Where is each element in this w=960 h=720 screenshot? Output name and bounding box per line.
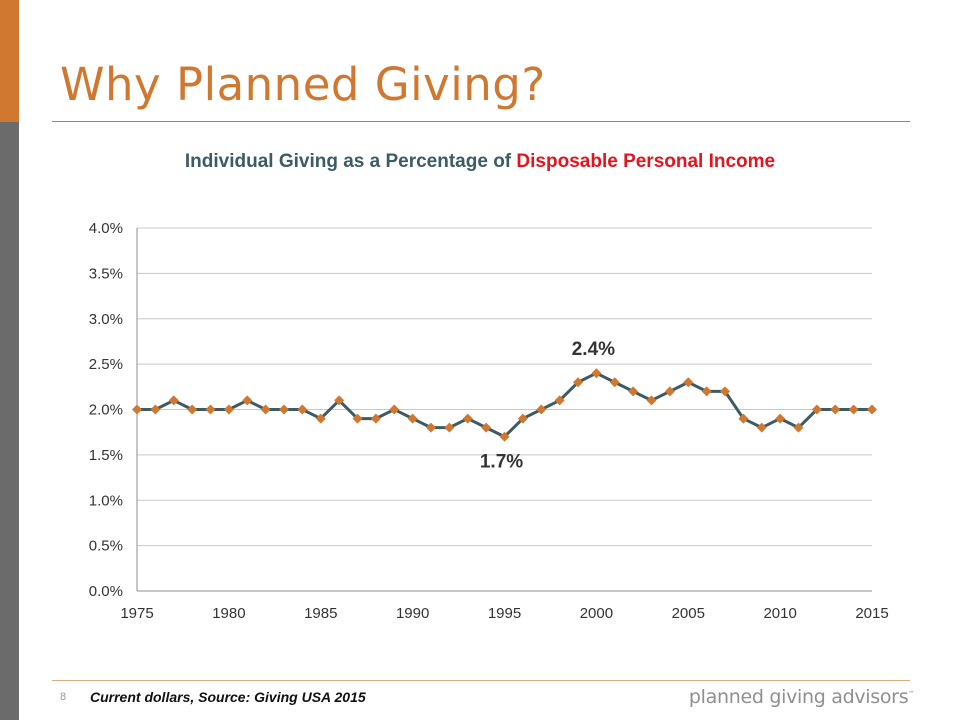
page-number: 8 (60, 691, 67, 703)
chart-title-part1: Individual Giving as a Percentage of (184, 151, 517, 172)
data-point-marker (756, 422, 767, 433)
data-point-marker (536, 404, 547, 415)
line-chart: 0.0% 0.5% 1.0% 1.5% 2.0% 2.5% 3.0% 3.5% 4.0% 1975… (89, 220, 889, 622)
data-point-marker (223, 404, 234, 415)
chart-title-highlight: Disposable Personal Income (516, 151, 776, 172)
accent-bar-orange (0, 0, 19, 122)
brand-logo-text: planned giving advisors (688, 686, 909, 708)
data-point-marker (775, 413, 786, 424)
data-point-marker (150, 404, 161, 415)
data-point-marker (830, 404, 841, 415)
data-point-marker (701, 386, 712, 397)
data-point-marker (334, 395, 345, 406)
data-point-marker (187, 404, 198, 415)
data-point-marker (297, 404, 308, 415)
data-point-marker (646, 395, 657, 406)
x-tick-label: 2005 (672, 605, 705, 622)
data-point-marker (554, 395, 565, 406)
x-tick-label: 1980 (212, 605, 245, 622)
y-tick-label: 1.5% (89, 447, 123, 464)
data-point-marker (407, 413, 418, 424)
slide-title: Why Planned Giving? (60, 58, 546, 111)
data-point-marker (389, 404, 400, 415)
x-tick-label: 1985 (304, 605, 337, 622)
y-tick-label: 3.0% (89, 311, 123, 328)
data-point-marker (444, 422, 455, 433)
data-point-marker (573, 377, 583, 388)
data-point-marker (168, 395, 179, 406)
data-point-marker (811, 404, 822, 415)
x-tick-label: 1995 (488, 605, 521, 622)
trademark-mark: ™ (908, 690, 914, 698)
data-label: 1.7% (480, 452, 523, 473)
title-divider (52, 121, 910, 122)
y-tick-label: 0.5% (89, 538, 123, 555)
footer-divider (52, 680, 910, 681)
data-point-marker (517, 413, 528, 424)
data-point-marker (738, 413, 749, 424)
data-point-marker (370, 413, 381, 424)
y-tick-label: 4.0% (89, 220, 123, 237)
x-tick-label: 2000 (580, 605, 613, 622)
data-point-marker (499, 431, 510, 442)
y-tick-label: 2.0% (89, 402, 123, 419)
data-point-marker (609, 377, 620, 388)
chart-title: Individual Giving as a Percentage of Dis… (0, 151, 960, 173)
data-point-marker (315, 413, 326, 424)
data-label: 2.4% (572, 339, 615, 360)
data-point-marker (628, 386, 639, 397)
data-point-marker (260, 404, 271, 415)
brand-logo: planned giving advisors™ (689, 686, 914, 708)
data-point-marker (242, 395, 253, 406)
data-point-marker (352, 413, 363, 424)
data-point-marker (720, 386, 730, 397)
source-note: Current dollars, Source: Giving USA 2015 (90, 689, 366, 705)
data-point-marker (205, 404, 216, 415)
x-tick-label: 2010 (763, 605, 796, 622)
data-point-marker (279, 404, 289, 415)
x-tick-label: 1990 (396, 605, 429, 622)
data-point-marker (664, 386, 675, 397)
data-point-marker (132, 404, 142, 415)
x-tick-label: 2015 (855, 605, 888, 622)
y-tick-label: 2.5% (89, 356, 123, 373)
accent-bar-gray (0, 122, 19, 720)
data-point-marker (848, 404, 859, 415)
data-point-marker (793, 422, 804, 433)
y-tick-label: 0.0% (89, 583, 123, 600)
y-tick-label: 1.0% (89, 492, 123, 509)
data-point-marker (683, 377, 694, 388)
data-point-marker (867, 404, 877, 415)
data-point-marker (462, 413, 473, 424)
x-tick-label: 1975 (120, 605, 153, 622)
data-point-marker (591, 368, 602, 379)
data-point-marker (426, 422, 436, 433)
y-tick-label: 3.5% (89, 265, 123, 282)
data-point-marker (481, 422, 492, 433)
